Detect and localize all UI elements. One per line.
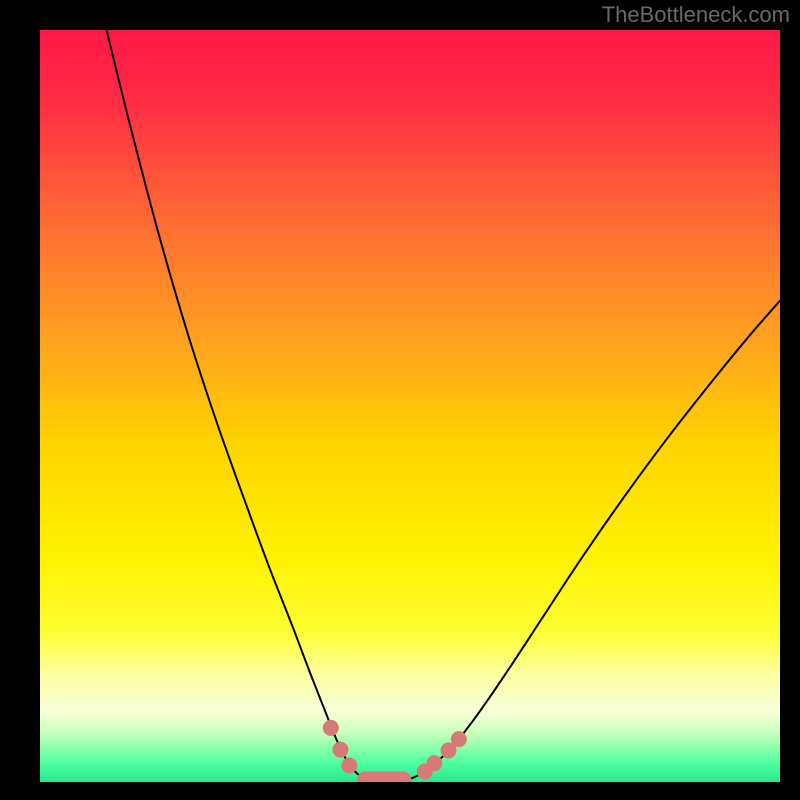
plot-area [40,30,780,782]
marker-bottom-bar [357,771,412,782]
curve-left [107,30,381,782]
marker-left-0 [323,720,338,735]
curve-right [380,301,780,782]
chart-container: TheBottleneck.com [0,0,800,800]
marker-right-3 [451,732,466,747]
marker-left-2 [342,758,357,773]
marker-right-1 [427,756,442,771]
curve-overlay [40,30,780,782]
marker-left-1 [333,742,348,757]
watermark-text: TheBottleneck.com [602,2,790,28]
